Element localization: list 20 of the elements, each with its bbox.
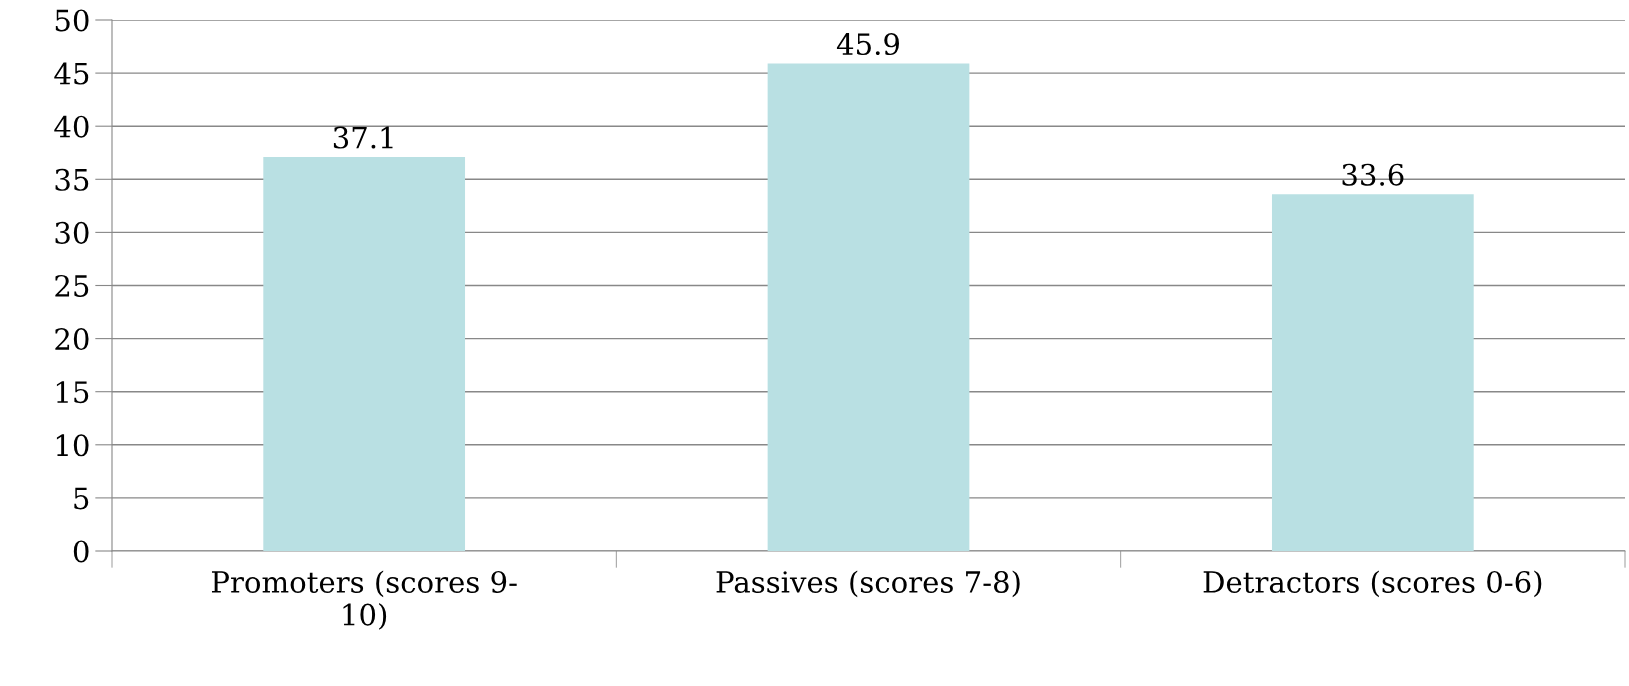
bar <box>767 63 970 551</box>
bar <box>1271 194 1474 551</box>
x-tick-label: Promoters (scores 9- 10) <box>211 570 517 630</box>
data-label: 45.9 <box>836 33 900 56</box>
y-tick-label: 15 <box>56 381 89 404</box>
y-tick-label: 0 <box>73 540 89 563</box>
bar <box>263 157 466 551</box>
y-tick-label: 35 <box>55 168 89 191</box>
y-tick-label: 5 <box>74 487 89 510</box>
data-label: 37.1 <box>333 126 393 149</box>
y-tick-label: 30 <box>55 221 89 244</box>
data-label: 33.6 <box>1342 163 1404 186</box>
y-tick-label: 10 <box>56 434 89 457</box>
x-tick-label: Passives (scores 7-8) <box>716 570 1020 598</box>
y-tick-label: 25 <box>55 274 89 297</box>
y-tick-label: 20 <box>55 328 89 351</box>
y-tick-label: 40 <box>54 115 89 138</box>
x-tick-label: Detractors (scores 0-6) <box>1203 570 1542 598</box>
y-tick-label: 50 <box>55 9 89 32</box>
y-tick-label: 45 <box>54 62 89 85</box>
